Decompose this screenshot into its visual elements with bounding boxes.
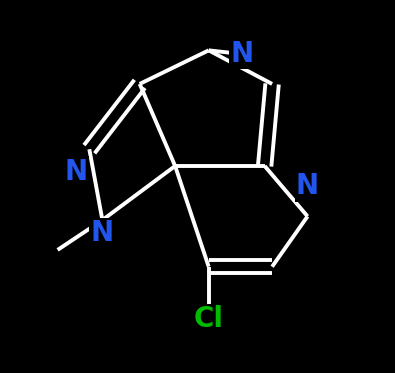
Text: N: N	[231, 40, 254, 68]
Text: N: N	[91, 219, 114, 247]
Text: N: N	[65, 157, 88, 186]
Text: Cl: Cl	[194, 305, 224, 333]
Text: N: N	[296, 172, 319, 201]
